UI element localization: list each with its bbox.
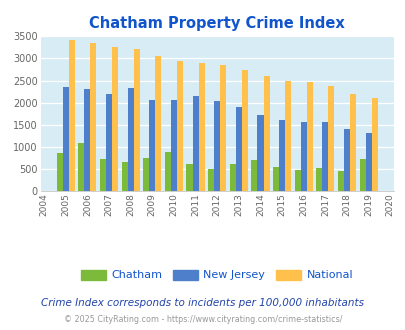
Bar [300, 122, 306, 191]
Bar [359, 159, 365, 191]
Legend: Chatham, New Jersey, National: Chatham, New Jersey, National [77, 265, 357, 285]
Bar [164, 152, 171, 191]
Bar [214, 101, 220, 191]
Bar [100, 159, 106, 191]
Bar [263, 76, 269, 191]
Bar [121, 162, 127, 191]
Bar [57, 153, 62, 191]
Bar [220, 65, 226, 191]
Bar [328, 86, 334, 191]
Bar [78, 143, 84, 191]
Bar [84, 88, 90, 191]
Bar [294, 170, 300, 191]
Bar [315, 168, 322, 191]
Bar [186, 164, 192, 191]
Bar [371, 98, 377, 191]
Bar [229, 164, 235, 191]
Bar [343, 129, 349, 191]
Title: Chatham Property Crime Index: Chatham Property Crime Index [89, 16, 344, 31]
Bar [235, 107, 241, 191]
Bar [278, 119, 284, 191]
Bar [171, 100, 177, 191]
Bar [198, 63, 204, 191]
Bar [337, 171, 343, 191]
Bar [90, 43, 96, 191]
Bar [112, 47, 118, 191]
Bar [192, 96, 198, 191]
Bar [273, 167, 278, 191]
Text: Crime Index corresponds to incidents per 100,000 inhabitants: Crime Index corresponds to incidents per… [41, 298, 364, 308]
Bar [241, 70, 247, 191]
Bar [251, 160, 257, 191]
Bar [155, 56, 161, 191]
Bar [133, 49, 139, 191]
Text: © 2025 CityRating.com - https://www.cityrating.com/crime-statistics/: © 2025 CityRating.com - https://www.city… [64, 315, 341, 324]
Bar [68, 40, 75, 191]
Bar [306, 82, 312, 191]
Bar [177, 61, 183, 191]
Bar [208, 169, 214, 191]
Bar [365, 133, 371, 191]
Bar [106, 94, 112, 191]
Bar [62, 87, 68, 191]
Bar [257, 115, 263, 191]
Bar [127, 88, 133, 191]
Bar [143, 158, 149, 191]
Bar [149, 100, 155, 191]
Bar [284, 81, 290, 191]
Bar [322, 122, 328, 191]
Bar [349, 94, 355, 191]
